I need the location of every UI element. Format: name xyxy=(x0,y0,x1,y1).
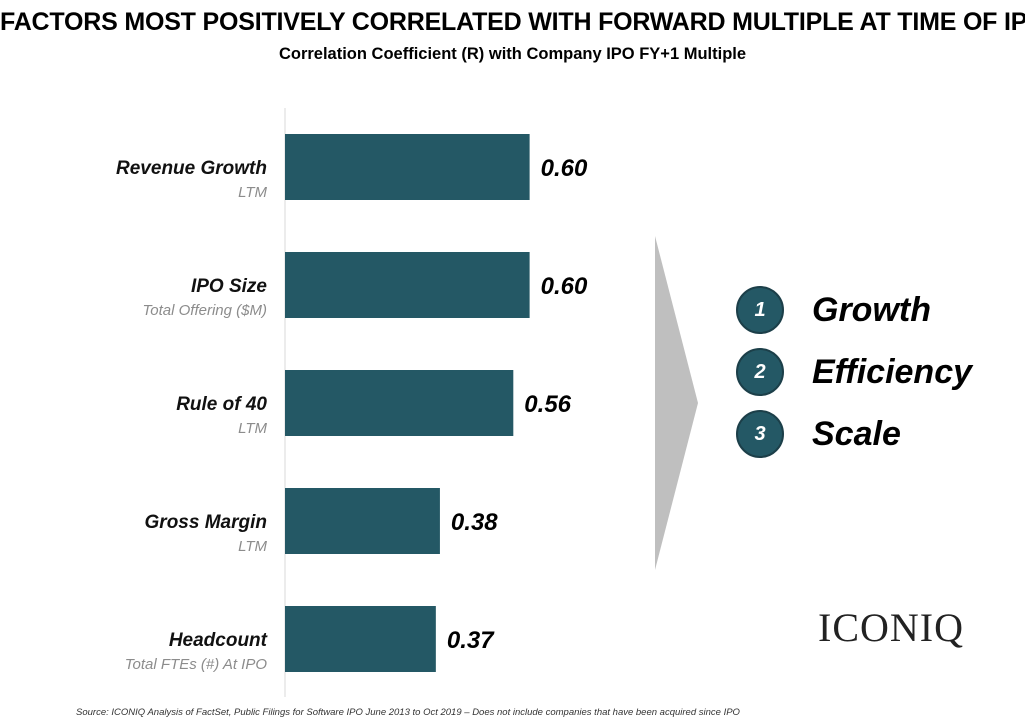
factor-label: Scale xyxy=(812,414,901,453)
factor-growth: 1 Growth xyxy=(736,284,931,336)
factor-label: Efficiency xyxy=(812,352,973,391)
category-sublabel: Total FTEs (#) At IPO xyxy=(125,656,268,673)
factor-number-badge: 1 xyxy=(736,286,784,334)
category-sublabel: LTM xyxy=(238,420,267,437)
category-sublabel: LTM xyxy=(238,184,267,201)
value-label: 0.56 xyxy=(524,391,571,418)
category-label: Rule of 40 xyxy=(176,394,267,415)
bar xyxy=(285,252,530,318)
bar xyxy=(285,370,514,436)
category-label: IPO Size xyxy=(191,276,267,297)
chart-title: FACTORS MOST POSITIVELY CORRELATED WITH … xyxy=(0,8,1025,36)
factor-efficiency: 2 Efficiency xyxy=(736,346,972,398)
chevron-arrow-icon xyxy=(655,236,698,570)
value-label: 0.38 xyxy=(451,509,498,536)
bar xyxy=(285,606,436,672)
chart-subtitle: Correlation Coefficient (R) with Company… xyxy=(278,45,747,63)
category-label: Headcount xyxy=(169,630,268,651)
iconiq-logo: ICONIQ xyxy=(818,605,964,650)
category-label: Gross Margin xyxy=(145,512,267,533)
category-label: Revenue Growth xyxy=(116,158,267,179)
bar xyxy=(285,488,440,554)
value-label: 0.60 xyxy=(541,273,588,300)
factor-number-badge: 2 xyxy=(736,348,784,396)
category-sublabel: LTM xyxy=(238,538,267,555)
factor-label: Growth xyxy=(812,290,931,329)
factor-number-badge: 3 xyxy=(736,410,784,458)
value-label: 0.37 xyxy=(447,627,495,654)
source-note: Source: ICONIQ Analysis of FactSet, Publ… xyxy=(76,707,740,718)
factor-scale: 3 Scale xyxy=(736,408,901,460)
value-label: 0.60 xyxy=(541,155,588,182)
bar xyxy=(285,134,530,200)
category-sublabel: Total Offering ($M) xyxy=(143,302,268,319)
